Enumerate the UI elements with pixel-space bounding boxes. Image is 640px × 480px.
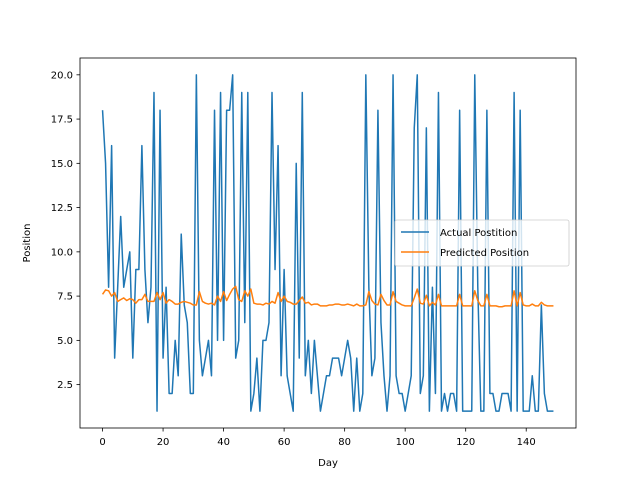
y-tick-label: 12.5 — [51, 203, 73, 214]
y-tick-label: 17.5 — [51, 115, 73, 126]
x-tick-label: 20 — [157, 437, 170, 448]
legend-label-actual: Actual Postition — [440, 228, 517, 239]
x-tick-label: 140 — [517, 437, 536, 448]
series-line-predicted — [101, 285, 554, 308]
x-tick-label: 40 — [217, 437, 230, 448]
x-tick-label: 100 — [396, 437, 415, 448]
y-tick-label: 2.5 — [57, 380, 73, 391]
x-axis: 0 20 40 60 80 100 120 140 — [99, 428, 536, 448]
legend-label-predicted: Predicted Position — [440, 248, 529, 259]
y-tick-label: 15.0 — [51, 159, 73, 170]
x-axis-label: Day — [318, 458, 338, 469]
x-tick-label: 0 — [99, 437, 105, 448]
x-tick-label: 120 — [456, 437, 475, 448]
x-tick-label: 80 — [338, 437, 351, 448]
y-axis-label: Position — [22, 224, 33, 263]
series-line-actual — [101, 74, 554, 412]
plot-frame — [79, 57, 577, 429]
legend: Actual Postition Predicted Position — [394, 219, 570, 267]
y-tick-label: 5.0 — [57, 336, 73, 347]
y-tick-label: 10.0 — [51, 247, 73, 258]
y-tick-label: 7.5 — [57, 292, 73, 303]
legend-box — [394, 219, 570, 267]
series-lines — [101, 74, 554, 412]
y-axis: 2.5 5.0 7.5 10.0 12.5 15.0 17.5 20.0 — [51, 70, 80, 391]
x-tick-label: 60 — [278, 437, 291, 448]
y-tick-label: 20.0 — [51, 70, 73, 81]
